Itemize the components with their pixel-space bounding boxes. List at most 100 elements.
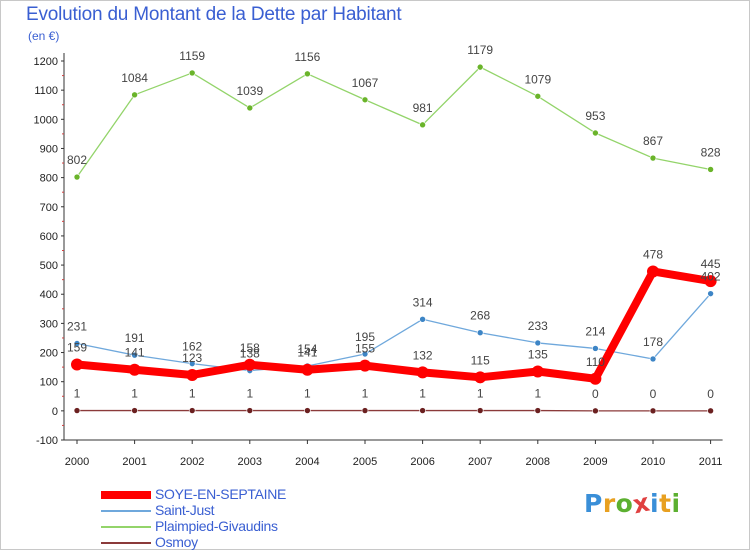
data-point bbox=[189, 408, 195, 414]
data-point bbox=[708, 166, 714, 172]
data-point bbox=[74, 408, 80, 414]
data-point bbox=[477, 64, 483, 70]
series-line bbox=[77, 294, 711, 371]
x-tick-label: 2000 bbox=[65, 456, 89, 468]
data-label: 191 bbox=[125, 331, 145, 345]
data-point bbox=[417, 366, 429, 378]
data-label: 1 bbox=[477, 387, 484, 401]
legend-swatch bbox=[101, 491, 151, 499]
legend-label: Osmoy bbox=[155, 534, 198, 550]
data-point bbox=[132, 92, 138, 98]
data-point bbox=[420, 316, 426, 322]
data-point bbox=[362, 97, 368, 103]
data-label: 1 bbox=[74, 387, 81, 401]
data-label: 110 bbox=[586, 355, 605, 369]
data-point bbox=[474, 371, 486, 383]
data-point bbox=[304, 408, 310, 414]
data-label: 141 bbox=[297, 346, 317, 360]
data-label: 233 bbox=[528, 319, 548, 333]
data-label: 1 bbox=[246, 387, 253, 401]
y-tick-label: 700 bbox=[40, 202, 58, 214]
data-label: 953 bbox=[585, 109, 605, 123]
y-tick-label: 0 bbox=[52, 406, 58, 418]
data-label: 1039 bbox=[236, 84, 263, 98]
data-point bbox=[247, 408, 253, 414]
data-label: 867 bbox=[643, 134, 663, 148]
legend-swatch bbox=[101, 526, 151, 528]
data-label: 0 bbox=[650, 387, 657, 401]
x-tick-label: 2008 bbox=[526, 456, 550, 468]
data-label: 981 bbox=[413, 101, 433, 115]
legend-swatch bbox=[101, 542, 151, 544]
data-point bbox=[132, 408, 138, 414]
data-label: 158 bbox=[240, 341, 260, 355]
data-label: 1 bbox=[362, 387, 369, 401]
data-label: 214 bbox=[585, 324, 605, 338]
data-point bbox=[301, 364, 313, 376]
y-tick-label: 1000 bbox=[34, 114, 58, 126]
data-label: 135 bbox=[528, 347, 548, 361]
legend-label: Plaimpied-Givaudins bbox=[155, 518, 278, 534]
data-label: 1179 bbox=[467, 43, 493, 57]
data-point bbox=[189, 70, 195, 76]
axes: -100010020030040050060070080090010001100… bbox=[34, 53, 723, 468]
data-point bbox=[420, 408, 426, 414]
data-label: 1084 bbox=[121, 71, 148, 85]
legend-label: Saint-Just bbox=[155, 502, 214, 518]
x-tick-label: 2006 bbox=[410, 456, 434, 468]
series-layer bbox=[71, 64, 717, 414]
data-point bbox=[74, 174, 80, 180]
legend-label: SOYE-EN-SEPTAINE bbox=[155, 486, 286, 502]
data-label: 478 bbox=[643, 247, 663, 261]
data-label: 1 bbox=[419, 387, 426, 401]
data-point bbox=[477, 408, 483, 414]
data-label: 123 bbox=[182, 351, 202, 365]
series-line bbox=[77, 271, 711, 378]
data-point bbox=[477, 330, 483, 336]
x-tick-label: 2007 bbox=[468, 456, 492, 468]
data-label: 1159 bbox=[179, 49, 205, 63]
data-point bbox=[304, 71, 310, 77]
x-tick-label: 2009 bbox=[583, 456, 607, 468]
data-point bbox=[359, 360, 371, 372]
proxiti-logo: Proxiti bbox=[584, 489, 681, 518]
data-label: 1067 bbox=[352, 76, 379, 90]
data-point bbox=[186, 369, 198, 381]
series-line bbox=[77, 67, 711, 177]
y-tick-label: 1100 bbox=[34, 85, 58, 97]
data-label: 828 bbox=[701, 145, 721, 159]
data-label: 402 bbox=[701, 270, 721, 284]
y-tick-label: 100 bbox=[40, 377, 58, 389]
x-tick-label: 2005 bbox=[353, 456, 377, 468]
legend-swatch bbox=[101, 510, 151, 512]
data-point bbox=[592, 345, 598, 351]
data-point bbox=[420, 122, 426, 128]
data-label: 231 bbox=[67, 320, 87, 334]
data-point bbox=[650, 408, 656, 414]
y-tick-label: 500 bbox=[40, 260, 58, 272]
data-label: 0 bbox=[707, 387, 714, 401]
data-point bbox=[535, 408, 541, 414]
y-tick-label: -100 bbox=[36, 435, 58, 447]
data-point bbox=[589, 373, 601, 385]
data-label: 159 bbox=[67, 340, 87, 354]
data-point bbox=[535, 340, 541, 346]
data-label: 155 bbox=[355, 342, 375, 356]
data-point bbox=[650, 155, 656, 161]
data-point bbox=[650, 356, 656, 362]
y-tick-label: 800 bbox=[40, 173, 58, 185]
logo-letter: t bbox=[659, 489, 671, 518]
y-tick-label: 1200 bbox=[34, 56, 58, 68]
y-tick-label: 300 bbox=[40, 318, 58, 330]
y-tick-label: 200 bbox=[40, 348, 58, 360]
data-point bbox=[535, 93, 541, 99]
x-tick-label: 2004 bbox=[295, 456, 319, 468]
data-point bbox=[71, 358, 83, 370]
data-point bbox=[532, 365, 544, 377]
data-label: 132 bbox=[413, 348, 433, 362]
data-point bbox=[647, 265, 659, 277]
x-tick-label: 2001 bbox=[122, 456, 146, 468]
x-tick-label: 2003 bbox=[238, 456, 262, 468]
